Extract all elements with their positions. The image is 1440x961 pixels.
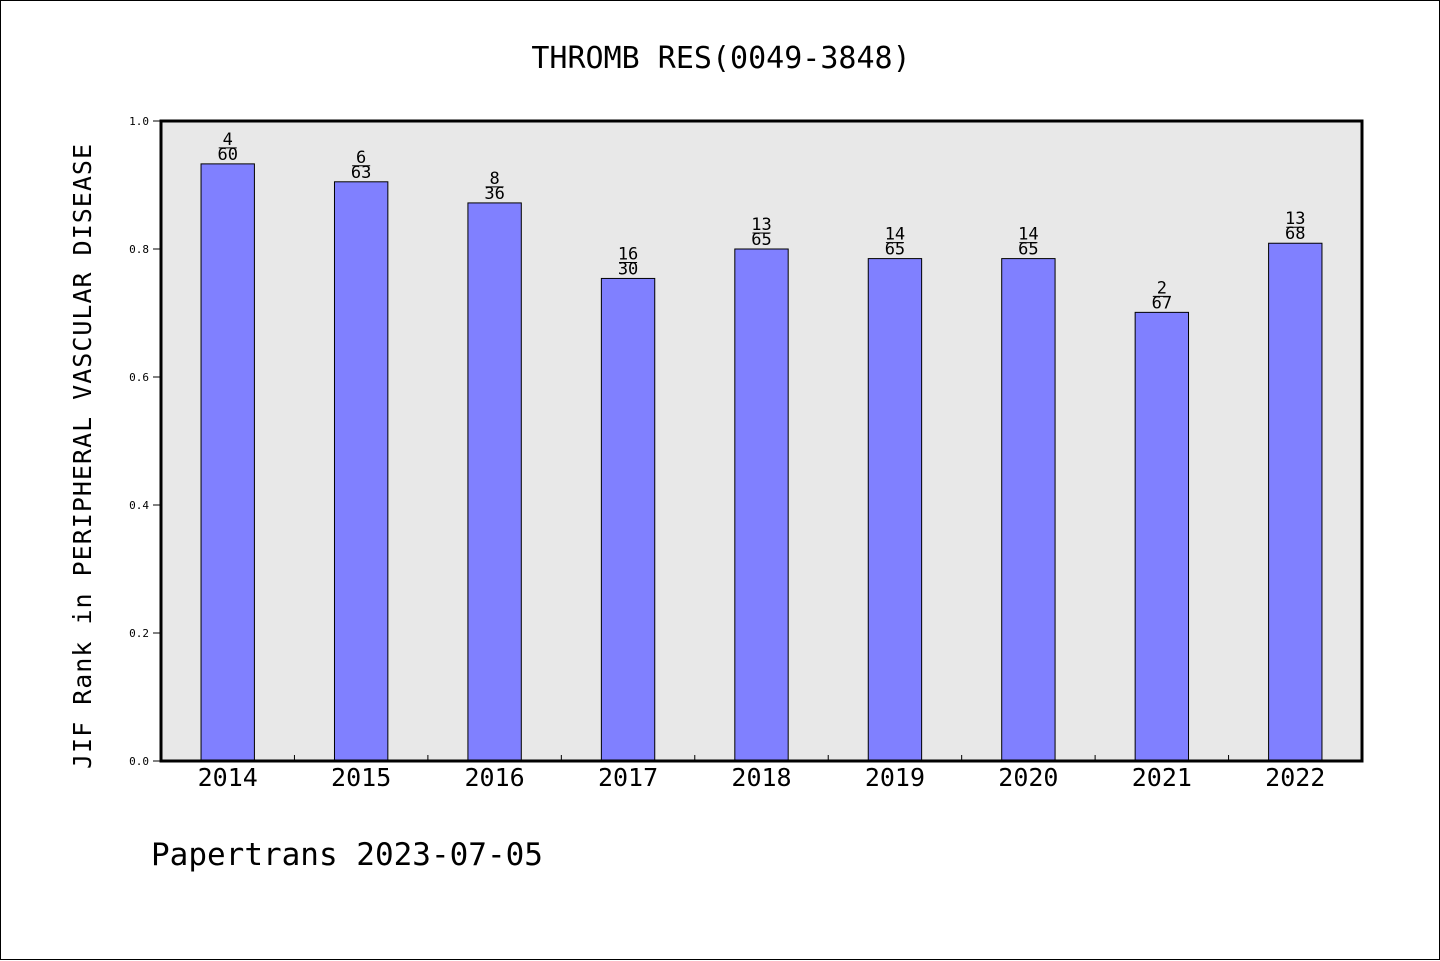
bar-rank-label: 2 <box>1157 278 1167 298</box>
bar-rank-label: 4 <box>223 130 233 150</box>
y-tick-label: 0.6 <box>129 371 149 384</box>
bar-2018 <box>734 248 789 762</box>
y-tick-label: 0.0 <box>129 755 149 768</box>
bars-layer <box>200 163 1323 762</box>
x-tick-label: 2019 <box>865 763 925 792</box>
x-tick-label: 2022 <box>1265 763 1325 792</box>
bar-2021 <box>1134 311 1190 762</box>
bar-rank-label: 13 <box>1285 209 1305 229</box>
bar-total-label: 30 <box>618 259 638 279</box>
y-tick-label: 1.0 <box>129 115 149 128</box>
x-axis: 2014 2015 2016 2017 2018 2019 2020 2021 2022 <box>198 755 1325 792</box>
x-tick-label: 2021 <box>1132 763 1192 792</box>
bar-2014 <box>200 163 255 762</box>
x-tick-label: 2017 <box>598 763 658 792</box>
x-tick-label: 2016 <box>465 763 525 792</box>
plot-border <box>159 119 1364 763</box>
x-tick-label: 2014 <box>198 763 258 792</box>
bar-rank-label: 16 <box>618 244 638 264</box>
bar-2017 <box>600 277 656 762</box>
bar-total-label: 65 <box>1018 240 1038 260</box>
x-tick-label: 2018 <box>731 763 791 792</box>
bar-rank-label: 13 <box>751 215 771 235</box>
bar-total-label: 63 <box>351 163 371 183</box>
bar-total-label: 67 <box>1152 293 1172 313</box>
x-tick-label: 2020 <box>998 763 1058 792</box>
y-axis: 0.0 0.2 0.4 0.6 0.8 1.0 <box>129 115 161 768</box>
bar-total-label: 60 <box>217 145 237 165</box>
bar-total-label: 65 <box>885 240 905 260</box>
bar-rank-label: 6 <box>356 148 366 168</box>
bar-rank-label: 14 <box>885 225 905 245</box>
y-axis-label: JIF Rank in PERIPHERAL VASCULAR DISEASE <box>68 143 97 769</box>
footer-text: Papertrans 2023-07-05 <box>151 837 543 873</box>
bar-2015 <box>333 181 389 762</box>
bar-total-label: 68 <box>1285 224 1305 244</box>
bar-total-label: 65 <box>751 230 771 250</box>
bar-2019 <box>867 258 923 762</box>
bar-rank-label: 14 <box>1018 225 1038 245</box>
bar-total-label: 36 <box>484 184 504 204</box>
bar-2016 <box>467 202 522 762</box>
bar-2022 <box>1268 242 1323 762</box>
bar-rank-label: 8 <box>489 169 499 189</box>
y-tick-label: 0.4 <box>129 499 149 512</box>
y-tick-label: 0.2 <box>129 627 149 640</box>
bar-2020 <box>1001 258 1056 762</box>
chart-title: THROMB RES(0049-3848) <box>531 41 910 76</box>
y-tick-label: 0.8 <box>129 243 149 256</box>
x-tick-label: 2015 <box>331 763 391 792</box>
